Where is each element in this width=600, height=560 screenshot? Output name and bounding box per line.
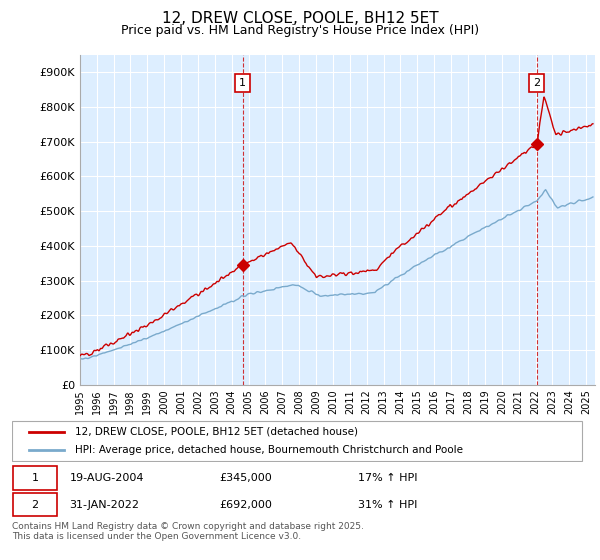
FancyBboxPatch shape [13, 466, 56, 490]
Text: 12, DREW CLOSE, POOLE, BH12 5ET (detached house): 12, DREW CLOSE, POOLE, BH12 5ET (detache… [76, 427, 358, 437]
Text: Price paid vs. HM Land Registry's House Price Index (HPI): Price paid vs. HM Land Registry's House … [121, 24, 479, 36]
Text: HPI: Average price, detached house, Bournemouth Christchurch and Poole: HPI: Average price, detached house, Bour… [76, 445, 463, 455]
Text: 31% ↑ HPI: 31% ↑ HPI [358, 500, 417, 510]
Text: 2: 2 [533, 78, 541, 88]
Text: 17% ↑ HPI: 17% ↑ HPI [358, 473, 417, 483]
FancyBboxPatch shape [12, 421, 582, 461]
Text: 12, DREW CLOSE, POOLE, BH12 5ET: 12, DREW CLOSE, POOLE, BH12 5ET [161, 11, 439, 26]
Text: 19-AUG-2004: 19-AUG-2004 [70, 473, 144, 483]
Text: £345,000: £345,000 [220, 473, 272, 483]
Text: 31-JAN-2022: 31-JAN-2022 [70, 500, 140, 510]
Text: Contains HM Land Registry data © Crown copyright and database right 2025.
This d: Contains HM Land Registry data © Crown c… [12, 522, 364, 542]
Text: 1: 1 [32, 473, 38, 483]
Text: £692,000: £692,000 [220, 500, 272, 510]
Text: 1: 1 [239, 78, 246, 88]
FancyBboxPatch shape [13, 493, 56, 516]
Text: 2: 2 [31, 500, 38, 510]
